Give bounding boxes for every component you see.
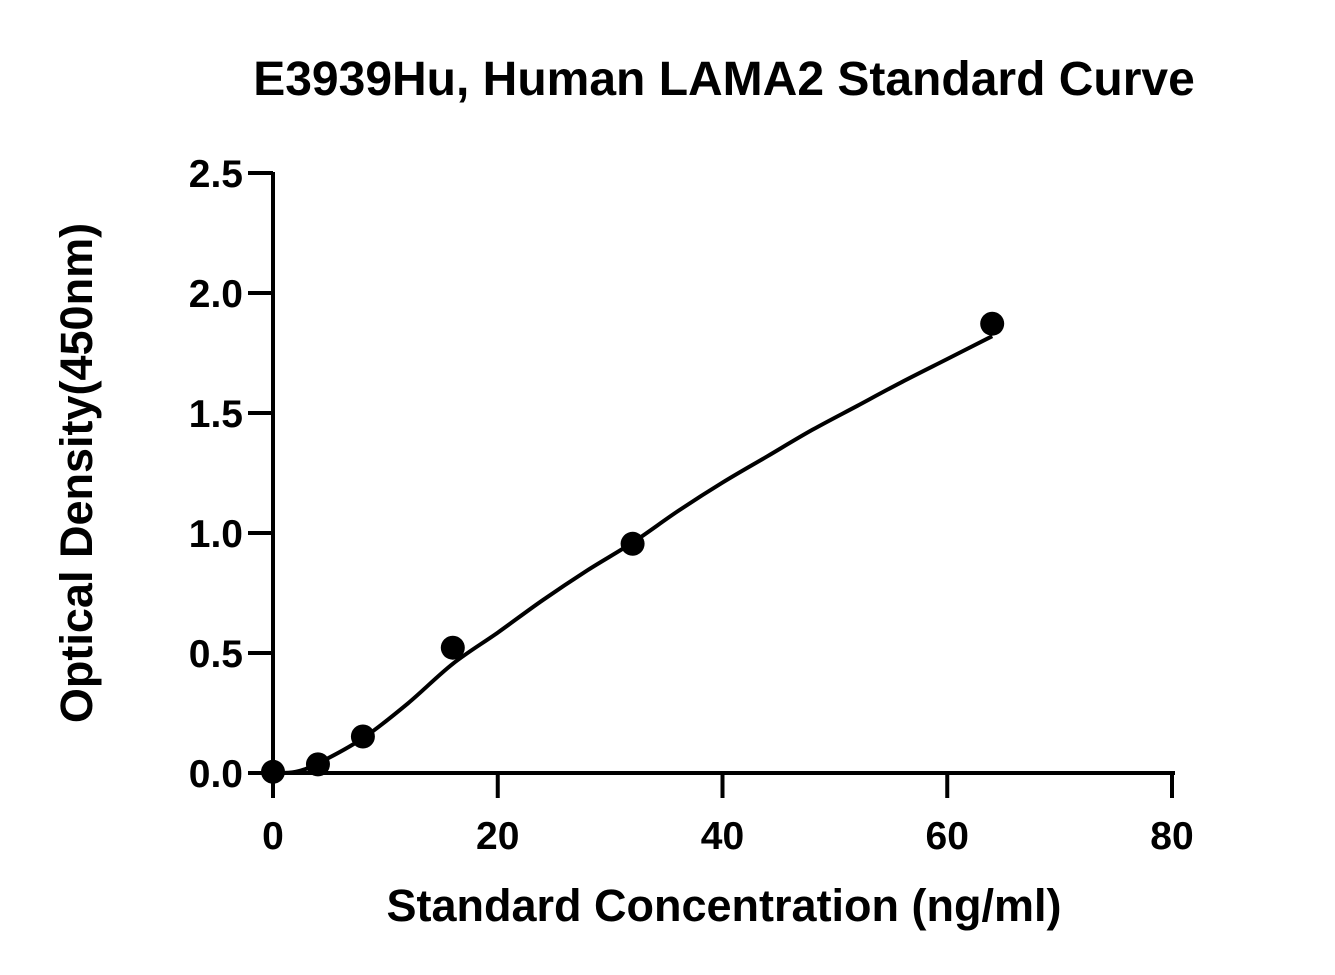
data-point <box>351 725 375 749</box>
y-tick-label: 1.5 <box>189 393 243 436</box>
axes <box>271 172 1175 775</box>
y-axis-ticks: 0.0 0.5 1.0 1.5 2.0 2.5 <box>189 153 273 796</box>
x-tick-label: 80 <box>1150 815 1193 858</box>
x-axis-ticks: 0 20 40 60 80 <box>262 773 1194 858</box>
y-tick-label: 2.0 <box>189 273 243 316</box>
data-point <box>621 532 645 556</box>
x-tick-label: 0 <box>262 815 284 858</box>
data-points <box>261 312 1004 784</box>
x-tick-label: 60 <box>926 815 969 858</box>
y-tick-label: 0.0 <box>189 753 243 796</box>
x-axis-label: Standard Concentration (ng/ml) <box>387 880 1062 931</box>
chart-title: E3939Hu, Human LAMA2 Standard Curve <box>253 53 1195 106</box>
y-tick-label: 0.5 <box>189 633 243 676</box>
data-point <box>980 312 1004 336</box>
y-tick-label: 2.5 <box>189 153 243 196</box>
data-point <box>441 636 465 660</box>
data-point <box>261 760 285 784</box>
y-tick-label: 1.0 <box>189 513 243 556</box>
data-point <box>306 752 330 776</box>
x-tick-label: 20 <box>476 815 519 858</box>
x-tick-label: 40 <box>701 815 744 858</box>
y-axis-label: Optical Density(450nm) <box>51 223 102 723</box>
